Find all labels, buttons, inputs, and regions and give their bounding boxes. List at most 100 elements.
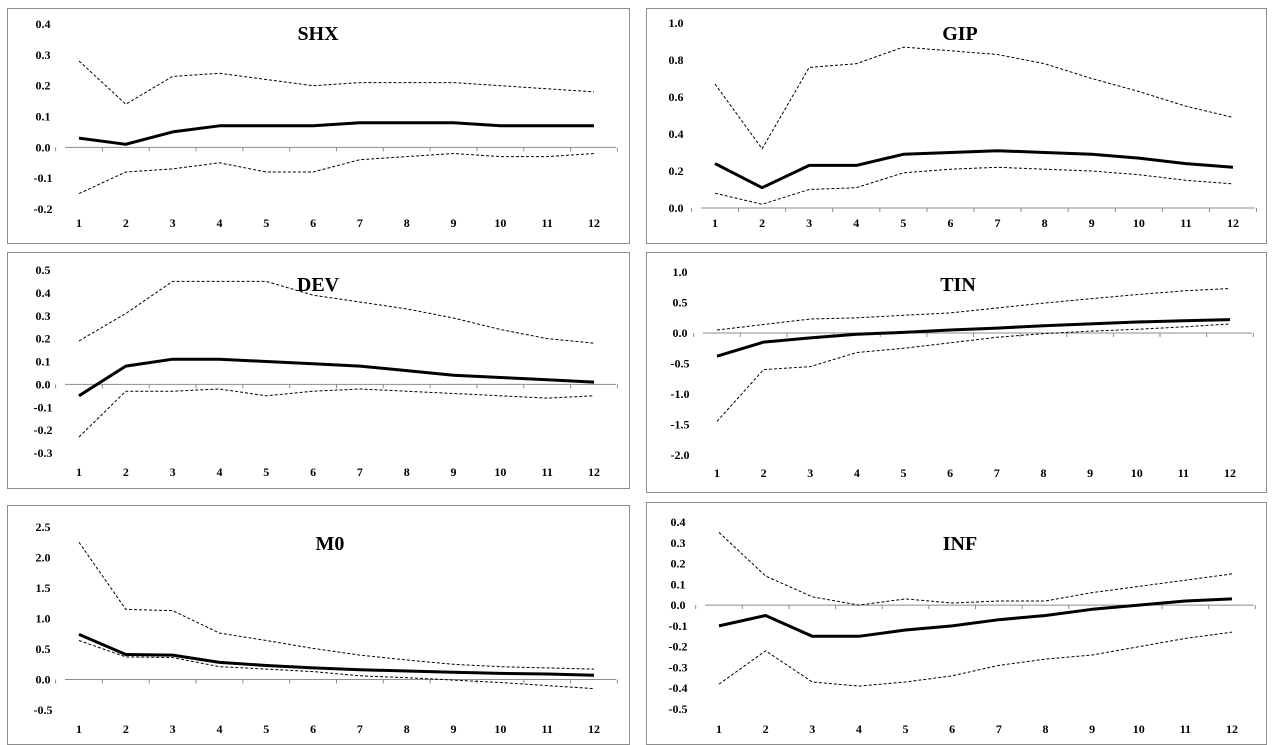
y-tick-label: 0.0 <box>36 140 51 154</box>
x-tick-label: 10 <box>1131 466 1143 480</box>
x-tick-label: 5 <box>263 216 269 230</box>
impulse-response-line <box>78 357 595 398</box>
y-tick-label: 0.0 <box>673 326 688 340</box>
x-tick-label: 8 <box>1040 466 1046 480</box>
x-tick-label: 11 <box>542 465 553 479</box>
chart-title: M0 <box>316 533 345 555</box>
y-tick-label: -2.0 <box>671 448 690 462</box>
chart-title: INF <box>943 533 977 555</box>
x-tick-label: 6 <box>310 722 316 736</box>
x-tick-label: 1 <box>714 466 720 480</box>
y-tick-label: 1.0 <box>673 265 688 279</box>
x-tick-label: 3 <box>806 216 812 230</box>
y-tick-label: -0.1 <box>34 400 53 414</box>
chart-title: SHX <box>297 23 339 45</box>
x-tick-label: 1 <box>76 465 82 479</box>
x-tick-label: 10 <box>494 722 506 736</box>
lower-band-line <box>78 640 595 690</box>
y-tick-label: -0.2 <box>669 640 688 654</box>
x-tick-label: 9 <box>1087 466 1093 480</box>
x-tick-label: 3 <box>170 465 176 479</box>
y-tick-label: 0.2 <box>669 164 684 178</box>
y-tick-label: 0.5 <box>36 263 51 277</box>
x-tick-label: 1 <box>76 722 82 736</box>
x-tick-label: 4 <box>856 722 862 736</box>
lower-band-line <box>78 152 595 195</box>
y-tick-label: -0.2 <box>34 423 53 437</box>
x-tick-label: 3 <box>170 722 176 736</box>
upper-band-line <box>78 280 595 344</box>
x-tick-label: 2 <box>123 465 129 479</box>
y-tick-label: 0.2 <box>36 79 51 93</box>
x-tick-label: 8 <box>1042 216 1048 230</box>
x-tick-label: 11 <box>1180 216 1191 230</box>
x-tick-label: 3 <box>170 216 176 230</box>
y-tick-label: 0.3 <box>671 536 686 550</box>
impulse-response-line <box>718 597 1233 638</box>
x-tick-label: 8 <box>1042 722 1048 736</box>
x-tick-label: 2 <box>759 216 765 230</box>
y-tick-label: 0.8 <box>669 53 684 67</box>
x-tick-label: 10 <box>494 216 506 230</box>
y-tick-label: 0.5 <box>673 296 688 310</box>
y-tick-label: 0.0 <box>669 201 684 215</box>
x-tick-label: 7 <box>994 466 1000 480</box>
chart-title: TIN <box>940 274 976 296</box>
y-tick-label: 0.3 <box>36 48 51 62</box>
upper-band-line <box>78 542 595 670</box>
y-tick-label: 0.0 <box>36 673 51 687</box>
x-tick-label: 7 <box>357 465 363 479</box>
x-tick-label: 10 <box>494 465 506 479</box>
y-tick-label: -1.5 <box>671 418 690 432</box>
lower-band-line <box>78 388 595 438</box>
x-tick-label: 9 <box>1089 216 1095 230</box>
y-tick-label: 1.5 <box>36 581 51 595</box>
x-tick-label: 5 <box>900 216 906 230</box>
y-tick-label: 2.0 <box>36 551 51 565</box>
x-tick-label: 3 <box>807 466 813 480</box>
y-tick-label: -0.1 <box>34 171 53 185</box>
irf-panel-shx: 0.40.30.20.10.0-0.1-0.21 2 3 4 5 6 7 8 9 10 11 12SH… <box>7 8 630 244</box>
irf-panel-tin: 1.00.50.0-0.5-1.0-1.5-2.01 2 3 4 5 6 7 8 9 10 11 12… <box>646 252 1267 493</box>
x-tick-label: 2 <box>761 466 767 480</box>
x-tick-label: 4 <box>216 722 222 736</box>
x-tick-label: 1 <box>712 216 718 230</box>
y-tick-label: 0.4 <box>36 286 51 300</box>
x-tick-label: 7 <box>357 722 363 736</box>
x-tick-label: 9 <box>451 465 457 479</box>
x-tick-label: 2 <box>123 722 129 736</box>
y-tick-label: 0.2 <box>671 557 686 571</box>
x-tick-label: 11 <box>1180 722 1191 736</box>
y-tick-label: 0.4 <box>36 17 51 31</box>
y-tick-label: 0.5 <box>36 642 51 656</box>
x-tick-label: 9 <box>451 216 457 230</box>
y-tick-label: -0.3 <box>34 446 53 460</box>
x-tick-label: 8 <box>404 216 410 230</box>
upper-band-line <box>718 532 1233 606</box>
x-tick-label: 11 <box>542 216 553 230</box>
chart-title: GIP <box>942 23 978 45</box>
y-tick-label: -0.2 <box>34 202 53 216</box>
y-tick-label: 0.1 <box>36 110 51 124</box>
x-tick-label: 6 <box>947 216 953 230</box>
y-tick-label: 2.5 <box>36 520 51 534</box>
x-tick-label: 1 <box>76 216 82 230</box>
x-tick-label: 9 <box>1089 722 1095 736</box>
y-tick-label: 0.4 <box>671 515 686 529</box>
x-tick-label: 10 <box>1133 216 1145 230</box>
x-tick-label: 2 <box>763 722 769 736</box>
lower-band-line <box>716 323 1231 422</box>
irf-panel-dev: 0.50.40.30.20.10.0-0.1-0.2-0.31 2 3 4 5 6 7 8 9 1… <box>7 252 630 489</box>
y-tick-label: -0.5 <box>34 703 53 717</box>
x-tick-label: 6 <box>310 465 316 479</box>
x-tick-label: 5 <box>901 466 907 480</box>
irf-panel-inf: 0.40.30.20.10.0-0.1-0.2-0.3-0.4-0.51 2 3 4 5… <box>646 502 1267 745</box>
panel-frame <box>7 252 630 489</box>
y-tick-label: -0.4 <box>669 681 688 695</box>
x-tick-label: 5 <box>903 722 909 736</box>
y-tick-label: 0.2 <box>36 332 51 346</box>
lower-band-line <box>718 631 1233 687</box>
y-tick-label: -0.3 <box>669 660 688 674</box>
x-tick-label: 10 <box>1133 722 1145 736</box>
